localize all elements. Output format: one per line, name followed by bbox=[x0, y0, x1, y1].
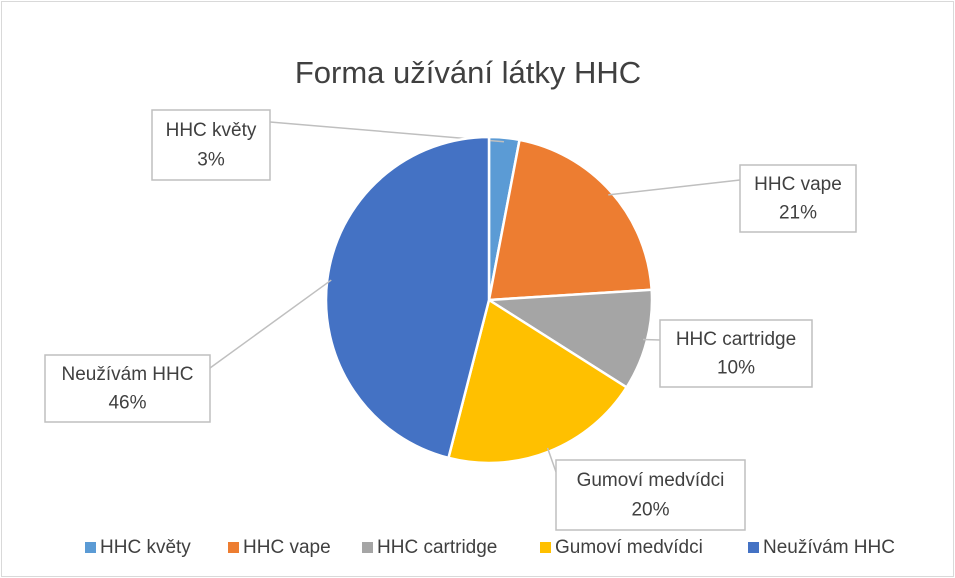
legend-swatch bbox=[228, 542, 239, 553]
legend-label: Neužívám HHC bbox=[763, 537, 895, 558]
data-label-value: 10% bbox=[717, 357, 755, 378]
data-label-box bbox=[659, 319, 813, 388]
legend-swatch bbox=[362, 542, 373, 553]
leader-line bbox=[608, 179, 741, 196]
pie-slice bbox=[487, 138, 654, 302]
data-label-box bbox=[151, 109, 271, 181]
data-label-name: HHC květy bbox=[166, 120, 257, 141]
chart-title: Forma užívání látky HHC bbox=[295, 55, 641, 90]
data-label-name: Neužívám HHC bbox=[62, 364, 194, 385]
data-label-box bbox=[555, 459, 746, 531]
legend-swatch bbox=[748, 542, 759, 553]
data-label-value: 46% bbox=[108, 392, 146, 413]
data-label-box bbox=[739, 164, 857, 233]
legend-label: HHC květy bbox=[100, 537, 191, 558]
pie-slice bbox=[485, 288, 654, 390]
leader-line bbox=[546, 447, 557, 473]
legend-label: Gumoví medvídci bbox=[555, 537, 703, 558]
data-label-value: 3% bbox=[197, 149, 225, 170]
legend-swatch bbox=[85, 542, 96, 553]
data-label-value: 21% bbox=[779, 202, 817, 223]
data-label-name: HHC cartridge bbox=[676, 329, 796, 350]
legend-label: HHC vape bbox=[243, 537, 331, 558]
pie-slice bbox=[324, 135, 491, 460]
data-label-name: HHC vape bbox=[754, 174, 842, 195]
legend-label: HHC cartridge bbox=[377, 537, 497, 558]
legend-swatch bbox=[540, 542, 551, 553]
data-label-box bbox=[44, 354, 211, 423]
data-label-name: Gumoví medvídci bbox=[577, 470, 725, 491]
leader-line bbox=[209, 279, 332, 369]
data-label-value: 20% bbox=[631, 499, 669, 520]
